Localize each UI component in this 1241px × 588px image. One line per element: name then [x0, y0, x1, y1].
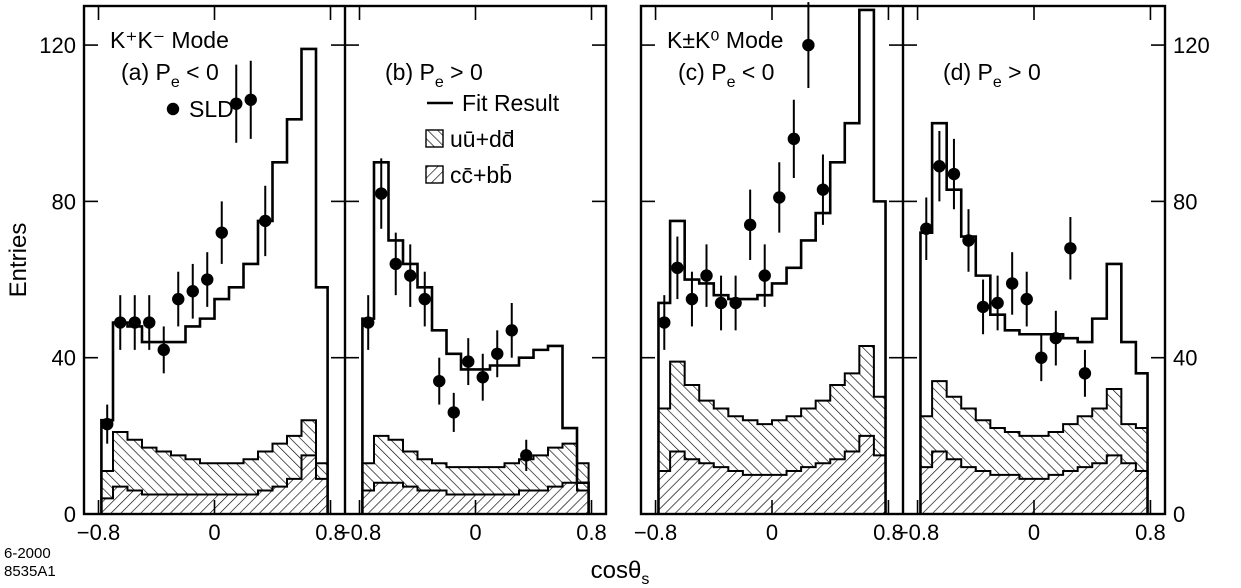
panel-frames	[82, 4, 1167, 516]
data-point	[215, 226, 228, 239]
data-point	[714, 296, 728, 310]
legend-cb-swatch	[425, 165, 444, 184]
data-point	[186, 285, 199, 298]
x-tick-label: −0.8	[338, 520, 381, 545]
y-tick-label-right: 120	[1173, 33, 1210, 58]
figure-id-label: 8535A1	[4, 563, 56, 580]
data-point	[743, 218, 757, 232]
data-point	[172, 292, 185, 306]
data-point	[773, 191, 786, 204]
data-point	[462, 355, 475, 368]
data-point	[671, 261, 684, 275]
fit-result-line-a	[100, 47, 329, 514]
x-tick-label: 0.8	[873, 520, 904, 545]
data-point	[758, 269, 771, 282]
data-point	[128, 316, 141, 329]
y-tick-label-left: 120	[39, 33, 76, 58]
fit-result-line-d	[919, 121, 1149, 514]
x-tick-label: 0.8	[315, 520, 346, 545]
x-tick-label: 0.8	[576, 520, 607, 545]
panel-label-b: (b) Pe > 0	[385, 59, 483, 91]
data-point	[447, 406, 460, 419]
data-point	[244, 93, 257, 106]
x-axis-title: cosθs	[591, 557, 650, 588]
data-point	[729, 296, 742, 310]
data-point	[101, 417, 114, 431]
fit-result-line-c	[657, 8, 887, 514]
y-tick-label-left: 40	[52, 346, 76, 371]
data-point	[143, 316, 156, 329]
data-point	[787, 132, 801, 146]
data-points-layer	[101, 2, 1092, 472]
cb-background-c	[657, 434, 887, 515]
data-point	[114, 316, 127, 329]
data-point	[1049, 331, 1063, 345]
y-tick-label-right: 40	[1173, 346, 1197, 371]
data-point	[976, 300, 990, 314]
y-tick-label-left: 80	[52, 189, 76, 214]
data-point	[991, 296, 1004, 310]
cb-background-d	[919, 450, 1149, 515]
cb-background-a	[100, 454, 329, 515]
data-point	[816, 183, 830, 196]
tick-layer	[84, 6, 1165, 515]
x-tick-label: −0.8	[634, 520, 677, 545]
data-point	[375, 187, 388, 200]
legend-cb-label: cc̄+bb̄	[450, 162, 512, 188]
panel-label-a: (a) Pe < 0	[121, 59, 219, 91]
data-point	[1035, 351, 1048, 364]
legend-fit-label: Fit Result	[462, 90, 560, 116]
cb-background-b	[361, 481, 590, 515]
mode-label-c: K±K⁰ Mode	[667, 27, 783, 53]
x-tick-label: 0.8	[1135, 520, 1166, 545]
x-tick-label: 0	[766, 520, 778, 545]
data-point	[404, 269, 417, 282]
figure-id-label: 6-2000	[4, 545, 51, 562]
data-point	[362, 316, 375, 329]
data-point	[802, 38, 815, 52]
legend-uds-swatch	[425, 129, 444, 148]
panel-label-d: (d) Pe > 0	[943, 59, 1041, 91]
panel-label-c: (c) Pe < 0	[678, 59, 774, 91]
legend-sld-label: SLD	[189, 96, 234, 122]
data-point	[491, 347, 504, 360]
data-point	[476, 371, 489, 384]
x-tick-label: 0	[208, 520, 220, 545]
data-point	[389, 257, 402, 271]
data-point	[700, 269, 713, 282]
data-point	[433, 374, 446, 388]
data-point	[201, 273, 214, 286]
data-point	[1005, 277, 1019, 290]
data-point	[685, 292, 699, 306]
data-point	[1064, 242, 1077, 255]
data-point	[962, 234, 975, 247]
x-tick-label: 0	[469, 520, 481, 545]
data-point	[259, 214, 272, 228]
data-point	[1078, 367, 1092, 380]
data-point	[157, 343, 170, 357]
histogram-layer	[100, 8, 1149, 515]
legend-sld-marker	[166, 102, 180, 116]
data-point	[505, 324, 518, 337]
data-point	[418, 292, 431, 306]
data-point	[520, 449, 533, 462]
x-tick-label: −0.8	[77, 520, 120, 545]
x-tick-label: −0.8	[896, 520, 939, 545]
data-point	[1020, 292, 1033, 306]
label-layer: −0.8 0 0.8(a) Pe < 0K⁺K⁻ Mode−0.8 0 0.8(b) P…	[4, 27, 1210, 588]
mode-label-a: K⁺K⁻ Mode	[110, 27, 229, 53]
data-point	[658, 316, 671, 329]
y-axis-title: Entries	[5, 223, 32, 298]
y-tick-label-right: 0	[1173, 502, 1185, 527]
data-point	[230, 97, 243, 110]
legend-uds-label: uū+dd̄	[450, 126, 515, 152]
y-tick-label-right: 80	[1173, 189, 1197, 214]
data-point	[947, 167, 961, 181]
data-point	[933, 160, 946, 173]
data-point	[920, 222, 933, 235]
y-tick-label-left: 0	[64, 502, 76, 527]
x-tick-label: 0	[1028, 520, 1040, 545]
